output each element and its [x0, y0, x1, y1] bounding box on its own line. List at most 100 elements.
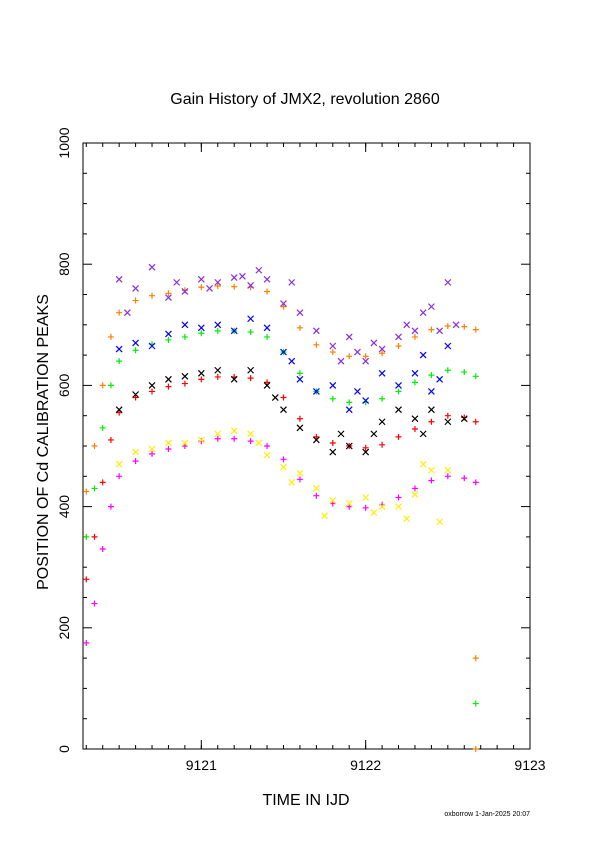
y-axis-label: POSITION OF Cd CALIBRATION PEAKS [35, 294, 52, 590]
data-series [83, 435, 479, 646]
data-point [461, 323, 468, 330]
data-point [444, 342, 452, 350]
data-point [181, 372, 189, 380]
data-point [132, 285, 140, 292]
data-point [197, 324, 205, 332]
data-point [428, 477, 435, 484]
data-point [116, 358, 123, 365]
data-point [378, 345, 386, 353]
data-point [264, 288, 271, 295]
data-point [149, 292, 156, 299]
data-point [378, 503, 386, 511]
data-point [403, 321, 411, 329]
data-point [296, 309, 304, 317]
data-point [345, 500, 353, 507]
data-point [83, 576, 90, 583]
data-point [329, 500, 336, 507]
data-point [230, 375, 238, 383]
data-point [263, 451, 271, 459]
data-point [312, 388, 320, 395]
data-point [116, 473, 123, 480]
data-series [472, 655, 479, 662]
data-point [99, 424, 106, 431]
data-point [354, 348, 361, 356]
data-point [91, 600, 98, 607]
data-point [379, 350, 386, 357]
data-series [115, 263, 460, 365]
data-point [197, 275, 205, 283]
data-point [264, 333, 271, 340]
data-point [444, 412, 451, 419]
data-point [444, 278, 452, 286]
data-point [263, 275, 271, 283]
data-point [436, 518, 444, 526]
data-point [345, 333, 353, 341]
data-point [263, 324, 271, 332]
data-point [296, 415, 303, 422]
data-point [231, 283, 238, 290]
data-point [247, 375, 254, 382]
data-point [296, 370, 303, 377]
data-point [427, 303, 435, 311]
y-tick-label: 600 [56, 374, 72, 398]
data-point [198, 438, 205, 445]
data-point [395, 433, 402, 440]
data-point [280, 348, 287, 356]
data-point [411, 426, 418, 433]
data-point [280, 463, 287, 471]
data-point [255, 266, 263, 274]
x-tick-label: 9123 [514, 757, 545, 773]
x-tick-label: 9122 [350, 757, 381, 773]
data-point [238, 272, 246, 280]
chart-title: Gain History of JMX2, revolution 2860 [170, 91, 440, 108]
data-point [197, 436, 205, 444]
data-point [403, 515, 411, 523]
data-point [395, 503, 402, 511]
data-point [411, 327, 419, 335]
data-point [461, 369, 468, 376]
data-point [99, 479, 106, 486]
data-point [116, 409, 123, 416]
data-point [288, 357, 296, 365]
data-point [419, 309, 427, 317]
data-point [280, 456, 287, 463]
data-point [427, 388, 435, 395]
data-point [296, 424, 304, 432]
data-point [411, 415, 419, 423]
data-point [148, 381, 156, 389]
data-point [247, 438, 254, 445]
data-point [395, 494, 402, 501]
data-point [321, 512, 329, 520]
data-point [132, 391, 140, 398]
data-point [313, 492, 320, 499]
data-point [444, 367, 451, 374]
data-point [99, 382, 106, 389]
y-tick-label: 800 [56, 252, 72, 276]
data-point [296, 375, 304, 383]
data-point [230, 427, 238, 435]
data-point [411, 485, 418, 492]
data-series [115, 427, 452, 526]
data-point [107, 503, 114, 510]
data-point [395, 388, 402, 395]
data-point [206, 285, 213, 292]
data-point [345, 442, 353, 450]
data-point [264, 443, 271, 449]
data-point [115, 460, 123, 468]
data-point [165, 375, 172, 383]
data-point [411, 491, 419, 498]
data-point [337, 357, 345, 365]
data-point [362, 397, 370, 404]
data-point [99, 546, 106, 553]
data-point [329, 448, 337, 456]
data-point [165, 336, 172, 343]
data-point [247, 430, 255, 438]
data-point [428, 326, 435, 333]
data-point [280, 394, 287, 401]
data-point [411, 369, 419, 377]
data-point [214, 373, 221, 380]
data-series [83, 373, 479, 583]
data-point [362, 357, 370, 365]
data-point [255, 439, 263, 447]
data-point [312, 327, 320, 335]
